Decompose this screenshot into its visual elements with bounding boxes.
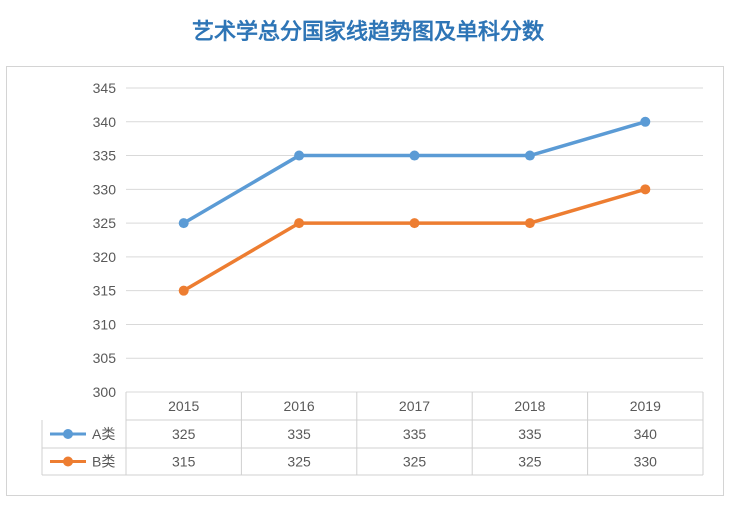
legend-marker [63,456,73,467]
data-point [178,285,189,296]
y-tick-label: 335 [93,148,117,164]
y-tick-label: 325 [93,215,117,231]
chart-title: 艺术学总分国家线趋势图及单科分数 [191,20,544,45]
data-point [294,150,305,161]
chart-frame [6,66,724,496]
data-point [640,184,651,195]
y-tick-label: 330 [93,181,117,197]
legend-label: A类 [92,426,115,442]
series-line [182,187,646,293]
x-tick-label: 2016 [284,398,315,414]
y-tick-label: 345 [93,80,117,96]
data-point [409,218,420,229]
data-table: 2015 2016 2017 2018 2019 A类 325 335 335 335 340 B类 3… [41,392,704,476]
x-tick-label: 2019 [630,398,661,414]
table-cell-value: 335 [287,426,311,442]
data-point [524,218,535,229]
grid-lines [126,87,703,393]
x-tick-label: 2017 [399,398,430,414]
y-tick-label: 315 [93,283,117,299]
data-point [178,218,189,229]
x-tick-label: 2015 [168,398,199,414]
legend-marker [63,429,73,439]
data-point [524,150,535,161]
table-cell-value: 325 [518,454,542,470]
y-tick-label: 310 [93,316,117,332]
data-point [294,218,305,229]
table-cell-value: 325 [287,454,311,470]
y-tick-label: 300 [93,384,117,400]
x-tick-label: 2018 [514,398,545,414]
table-cell-value: 335 [403,426,427,442]
table-cell-value: 325 [172,426,196,442]
table-cell-value: 340 [634,426,658,442]
table-cell-value: 335 [518,426,542,442]
y-axis-ticks: 300 305 310 315 320 325 330 335 340 345 [93,80,117,400]
table-cell-value: 315 [172,454,196,470]
data-point [640,116,651,127]
y-tick-label: 340 [93,114,117,130]
data-point [409,150,420,161]
table-cell-value: 325 [403,454,427,470]
y-tick-label: 305 [93,350,117,366]
y-tick-label: 320 [93,249,117,265]
table-cell-value: 330 [634,454,658,470]
series-layer [178,116,651,296]
legend-label: B类 [92,454,115,470]
